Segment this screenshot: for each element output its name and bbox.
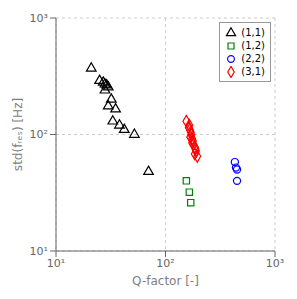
svg-text:Q-factor [-]: Q-factor [-] (132, 274, 199, 288)
svg-text:10¹: 10¹ (30, 245, 48, 258)
svg-text:10¹: 10¹ (47, 257, 65, 270)
svg-text:std(fᵣₑₛ) [Hz]: std(fᵣₑₛ) [Hz] (11, 98, 25, 171)
html-text:(3,1): (3,1) (241, 66, 265, 77)
svg-text:10²: 10² (156, 257, 174, 270)
html-text:(1,2): (1,2) (241, 40, 265, 51)
html-text:(1,1): (1,1) (241, 27, 265, 38)
svg-text:10³: 10³ (266, 257, 284, 270)
svg-text:10²: 10² (30, 128, 48, 141)
svg-text:10³: 10³ (30, 12, 48, 25)
html-text:(2,2): (2,2) (241, 53, 265, 64)
